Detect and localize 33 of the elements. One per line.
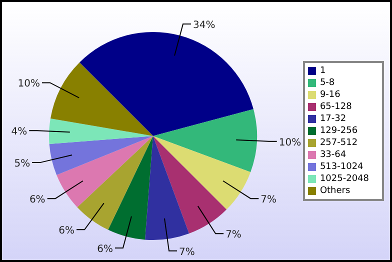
data-label: 10% [18,78,40,90]
legend-label: 1025-2048 [320,174,369,184]
pie-slice [77,136,153,230]
pie-slice [153,136,227,234]
legend-label: 17-32 [320,114,346,124]
legend-label: 5-8 [320,78,335,88]
legend-label: 9-16 [320,90,340,100]
pie-slice [153,136,251,210]
legend-label: 257-512 [320,138,358,148]
data-label: 6% [97,244,113,256]
data-label: 6% [29,194,46,206]
legend-label: Others [320,186,350,196]
legend-label: 65-128 [320,102,352,112]
pie-slice [79,32,254,136]
pie-slice [49,136,153,176]
pie-slice [50,62,153,136]
pie-slice [145,136,190,240]
data-label: 10% [278,137,302,148]
data-label: 5% [14,158,30,170]
pie-slice [49,118,153,144]
pie-slice [56,136,153,208]
data-label: 6% [58,226,75,237]
data-label: 34% [193,20,216,31]
data-label: 7% [179,246,195,258]
data-label: 7% [226,230,242,241]
data-label: 4% [11,126,28,138]
data-label: 7% [260,194,277,206]
legend-label: 129-256 [320,126,358,136]
legend-label: 513-1024 [320,162,364,172]
legend-label: 33-64 [320,150,346,160]
pie-slice [108,136,153,240]
pie-slice [153,109,257,172]
legend-label: 1 [320,66,326,76]
